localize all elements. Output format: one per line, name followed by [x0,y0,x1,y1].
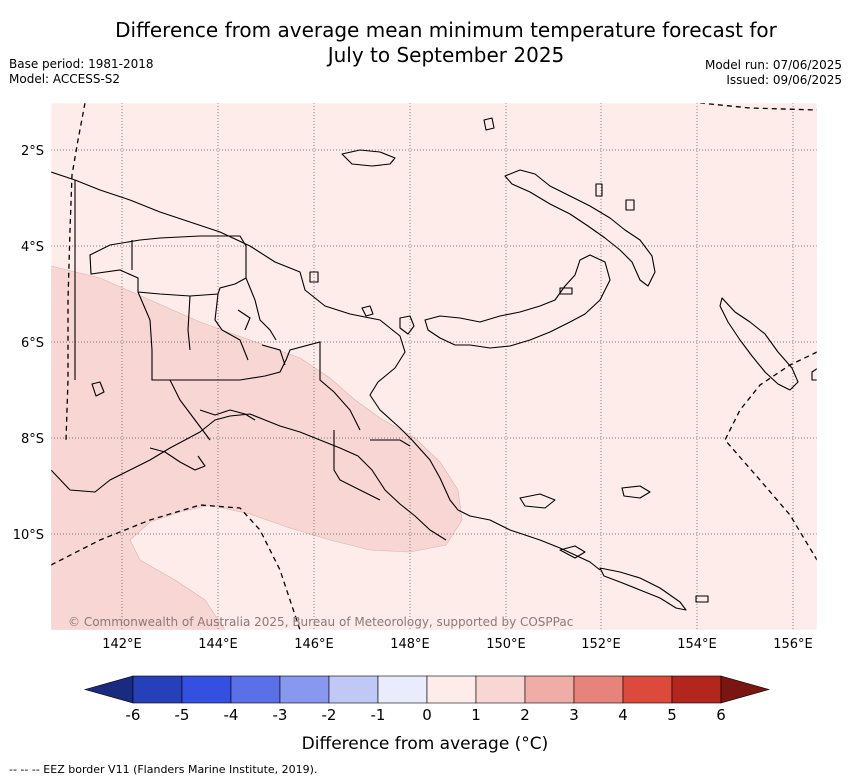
title-line-1: Difference from average mean minimum tem… [115,18,777,42]
lon-label: 142°E [102,637,142,652]
warm-anomaly-region [51,265,463,630]
colorbar-segment [671,675,722,704]
base-period: Base period: 1981-2018 [9,57,154,71]
colorbar-tick-label: -2 [322,706,337,724]
lon-label: 154°E [677,637,717,652]
longitude-labels: 142°E 144°E 146°E 148°E 150°E 152°E 154°… [102,637,813,652]
colorbar-extend-low [83,675,134,704]
model-run: Model run: 07/06/2025 [704,58,842,72]
colorbar-segment [279,675,330,704]
colorbar-tick-label: 3 [569,706,579,724]
colorbar-extend-high [720,675,771,704]
colorbar [83,675,771,704]
colorbar-segment [328,675,379,704]
colorbar-tick-label: -3 [273,706,288,724]
colorbar-tick-label: 5 [667,706,677,724]
map-title: Difference from average mean minimum tem… [80,18,812,68]
copyright-notice: © Commonwealth of Australia 2025, Bureau… [68,615,573,629]
colorbar-ticks: -6 -5 -4 -3 -2 -1 0 1 2 3 4 5 6 [126,706,726,724]
lat-label: 10°S [13,528,44,543]
lon-label: 148°E [390,637,430,652]
meta-left: Base period: 1981-2018 Model: ACCESS-S2 [9,57,154,87]
colorbar-segment [573,675,624,704]
lon-label: 146°E [294,637,334,652]
map-area: © Commonwealth of Australia 2025, Bureau… [51,103,817,630]
colorbar-title: Difference from average (°C) [302,734,549,754]
title-line-2: July to September 2025 [327,43,565,67]
colorbar-tick-label: -5 [175,706,190,724]
gridlines [51,103,817,630]
eez-legend-note: -- -- -- EEZ border V11 (Flanders Marine… [9,763,318,776]
eez-borders [51,103,817,630]
colorbar-segment [475,675,526,704]
map-frame [50,102,818,631]
meta-right: Model run: 07/06/2025 Issued: 09/06/2025 [705,58,842,88]
lat-label: 2°S [21,144,44,159]
colorbar-tick-label: 2 [520,706,530,724]
province-boundaries [74,180,411,501]
colorbar-tick-label: 0 [422,706,432,724]
colorbar-segment [377,675,428,704]
colorbar-tick-label: -4 [224,706,239,724]
colorbar-tick-label: 1 [471,706,481,724]
colorbar-segment [132,675,183,704]
lon-label: 156°E [773,637,813,652]
lat-label: 4°S [21,240,44,255]
colorbar-segment [622,675,673,704]
colorbar-segment [524,675,575,704]
latitude-labels: 2°S 4°S 6°S 8°S 10°S [13,144,44,543]
model-name: Model: ACCESS-S2 [9,72,121,86]
colorbar-tick-label: 4 [618,706,628,724]
colorbar-segment [426,675,477,704]
colorbar-tick-label: -6 [126,706,141,724]
lon-label: 144°E [198,637,238,652]
issued-date: Issued: 09/06/2025 [726,73,842,87]
colorbar-segment [181,675,232,704]
colorbar-tick-label: 6 [716,706,726,724]
colorbar-tick-label: -1 [371,706,386,724]
lon-label: 152°E [581,637,621,652]
lon-label: 150°E [486,637,526,652]
lat-label: 6°S [21,336,44,351]
colorbar-segment [230,675,281,704]
coastlines [51,117,817,611]
lat-label: 8°S [21,432,44,447]
